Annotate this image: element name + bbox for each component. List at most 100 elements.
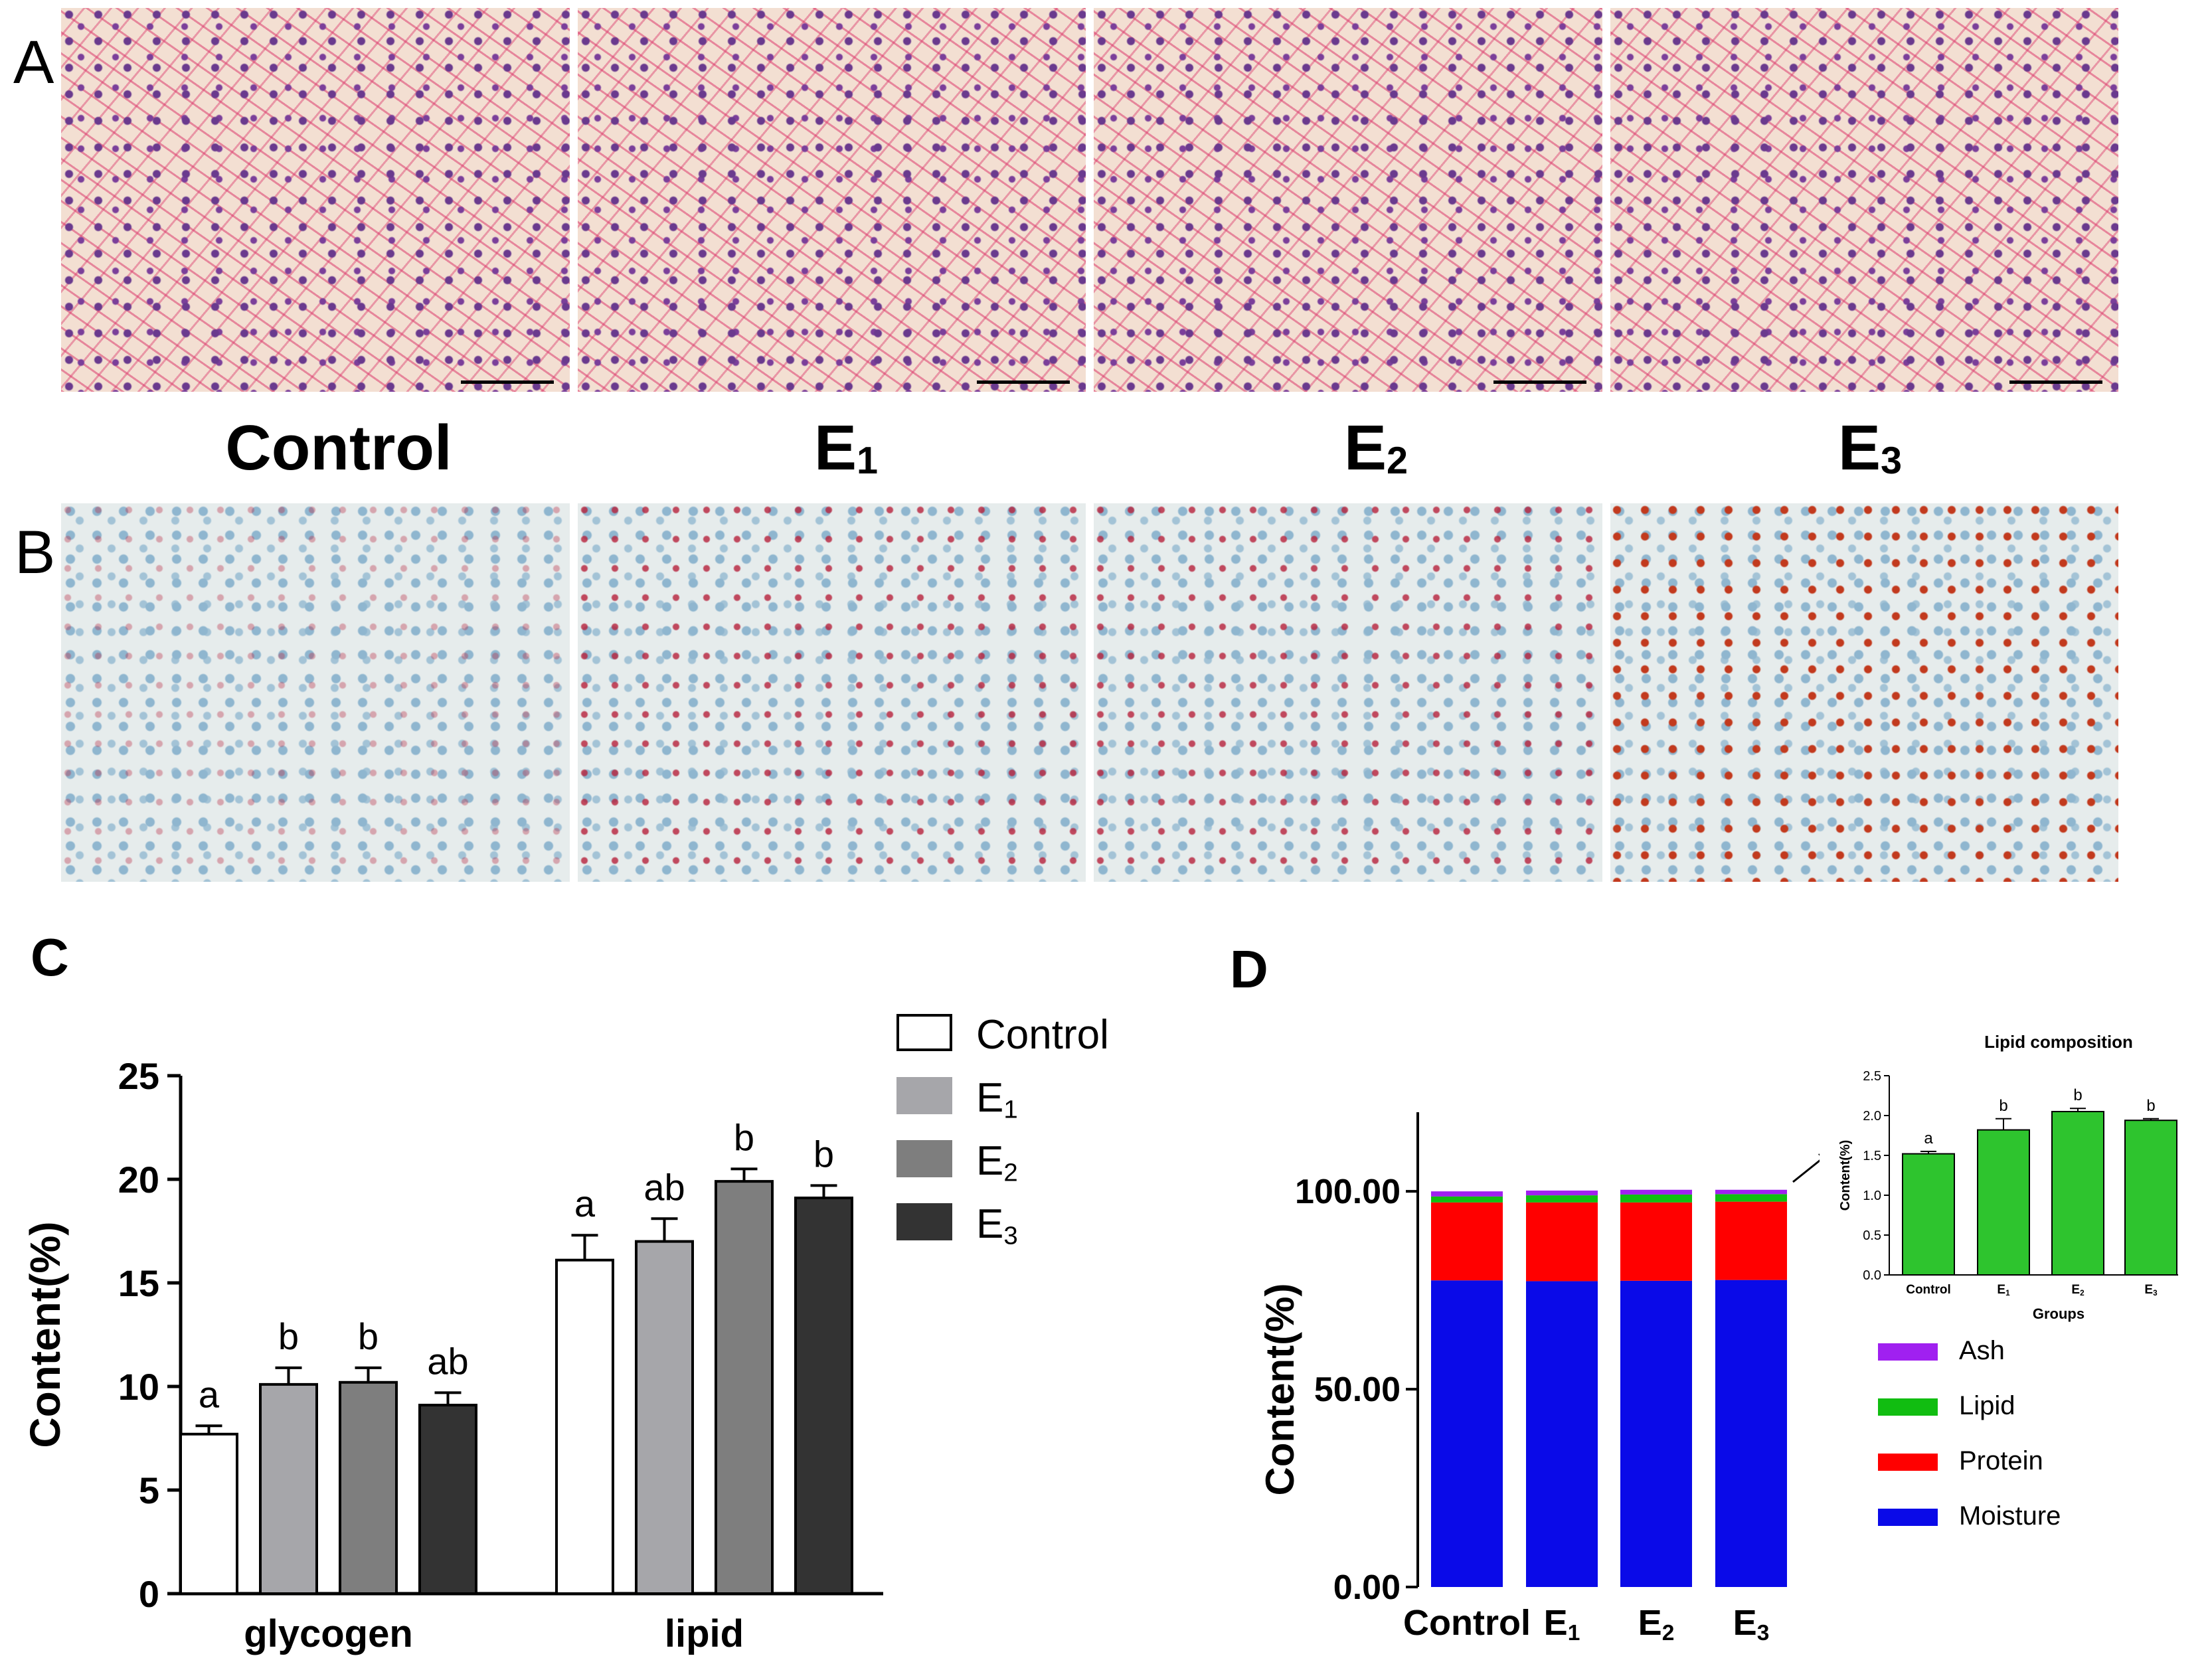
significance-letter: ab (643, 1166, 685, 1208)
legend-swatch (896, 1014, 952, 1051)
oil-red-image-e1 (577, 503, 1086, 882)
y-tick-label: 0 (139, 1573, 159, 1615)
inset-y-label: Content(%) (1838, 1140, 1853, 1211)
x-tick-label: E3 (2144, 1283, 2158, 1297)
scale-bar (460, 380, 554, 384)
he-image-e3 (1610, 8, 2118, 392)
y-axis-label: Content(%) (1258, 1284, 1302, 1496)
stacked-bar-segment (1715, 1189, 1787, 1195)
y-tick-label: 0.5 (1863, 1228, 1881, 1243)
panel-d-label: D (1230, 940, 1268, 999)
bar (635, 1240, 694, 1596)
oil-red-image-control (61, 503, 570, 882)
group-label-e2: E2 (1343, 412, 1408, 483)
group-label-control: Control (225, 412, 452, 483)
legend-swatch (1878, 1398, 1938, 1416)
stacked-bar-segment (1620, 1189, 1692, 1195)
panel-c-label: C (31, 928, 69, 987)
stacked-bar-segment (1431, 1196, 1503, 1203)
stacked-bar-segment (1715, 1194, 1787, 1202)
group-label-e1: E1 (813, 412, 879, 483)
y-axis-label: Content(%) (21, 1221, 69, 1448)
y-tick-label: 20 (118, 1159, 159, 1201)
legend-swatch (896, 1140, 952, 1177)
oil-red-image-row (61, 503, 2118, 882)
x-tick-label: Control (1906, 1283, 1951, 1297)
stacked-bar-segment (1620, 1202, 1692, 1281)
stacked-bar-segment (1715, 1280, 1787, 1587)
stacked-bar-segment (1431, 1191, 1503, 1197)
legend-swatch (1878, 1454, 1938, 1471)
significance-letter: b (1999, 1097, 2007, 1115)
scale-bar (1493, 380, 1586, 384)
bar (1977, 1129, 2030, 1276)
legend-label: E2 (976, 1138, 1018, 1187)
he-image-e2 (1094, 8, 1602, 392)
bar (555, 1258, 614, 1595)
y-tick-label: 10 (118, 1366, 159, 1408)
bar (2051, 1111, 2104, 1276)
stacked-bar-segment (1715, 1201, 1787, 1280)
legend-swatch (896, 1077, 952, 1114)
panel-a-label: A (13, 29, 54, 96)
x-tick-label: E2 (1638, 1603, 1675, 1645)
bar (179, 1432, 238, 1596)
x-tick-label: lipid (665, 1612, 744, 1655)
stacked-bar-segment (1620, 1194, 1692, 1203)
x-tick-label: E2 (2071, 1283, 2084, 1297)
scale-bar (977, 380, 1070, 384)
y-tick-label: 1.5 (1863, 1149, 1881, 1163)
significance-letter: b (2073, 1086, 2082, 1104)
bar (1902, 1153, 1955, 1276)
stacked-bar-segment (1526, 1281, 1598, 1587)
legend-label: Control (976, 1012, 1109, 1058)
y-tick-label: 0.0 (1863, 1268, 1881, 1283)
group-label-e3: E3 (1837, 412, 1903, 483)
y-tick-label: 1.0 (1863, 1189, 1881, 1203)
legend-d: Ash Lipid Protein Moisture (1878, 1336, 2061, 1531)
legend-label: Lipid (1959, 1391, 2015, 1420)
he-image-control (61, 8, 570, 392)
inset-x-label: Groups (2033, 1305, 2084, 1322)
y-tick-label: 5 (139, 1469, 159, 1511)
scale-bar (2009, 380, 2102, 384)
inset-title: Lipid composition (1984, 1032, 2133, 1052)
stacked-bar-segment (1526, 1190, 1598, 1196)
x-tick-label: E1 (1997, 1283, 2010, 1297)
legend-label: Ash (1959, 1336, 2005, 1365)
y-tick-label: 0.00 (1333, 1568, 1401, 1607)
panel-b-label: B (15, 519, 56, 586)
legend-label: Moisture (1959, 1501, 2061, 1531)
he-image-row (61, 8, 2118, 392)
stacked-bar-segment (1620, 1280, 1692, 1587)
stacked-bar-segment (1526, 1195, 1598, 1203)
significance-letter: b (813, 1133, 834, 1175)
bar (418, 1404, 477, 1596)
chart-d-composition: 0.00 50.00 100.00 Content(%) Control E1 E2 E3 (1258, 1112, 1820, 1645)
y-tick-label: 50.00 (1314, 1371, 1401, 1409)
legend-label: E1 (976, 1075, 1018, 1124)
significance-letter: ab (427, 1340, 468, 1382)
x-tick-label: Control (1403, 1603, 1531, 1643)
significance-letter: b (278, 1315, 299, 1357)
legend-swatch (1878, 1343, 1938, 1361)
significance-letter: a (199, 1373, 220, 1415)
arrow-head (1818, 1153, 1820, 1156)
legend-swatch (1878, 1509, 1938, 1526)
oil-red-image-e3 (1610, 503, 2118, 882)
stacked-bar-segment (1526, 1202, 1598, 1282)
arrow-line (1792, 1159, 1820, 1183)
y-tick-label: 100.00 (1295, 1173, 1401, 1211)
bar (715, 1180, 774, 1595)
bar (259, 1382, 318, 1595)
chart-d-inset-lipid: Lipid composition 0.0 0.5 1.0 1.5 2.0 2.5 Conte… (1838, 1032, 2178, 1322)
legend-swatch (896, 1203, 952, 1240)
significance-letter: a (574, 1183, 596, 1224)
y-tick-label: 25 (118, 1055, 159, 1097)
x-tick-label: glycogen (244, 1612, 413, 1655)
y-tick-label: 15 (118, 1262, 159, 1304)
oil-red-image-e2 (1094, 503, 1602, 882)
legend-label: Protein (1959, 1446, 2043, 1475)
legend-label: E3 (976, 1201, 1018, 1250)
